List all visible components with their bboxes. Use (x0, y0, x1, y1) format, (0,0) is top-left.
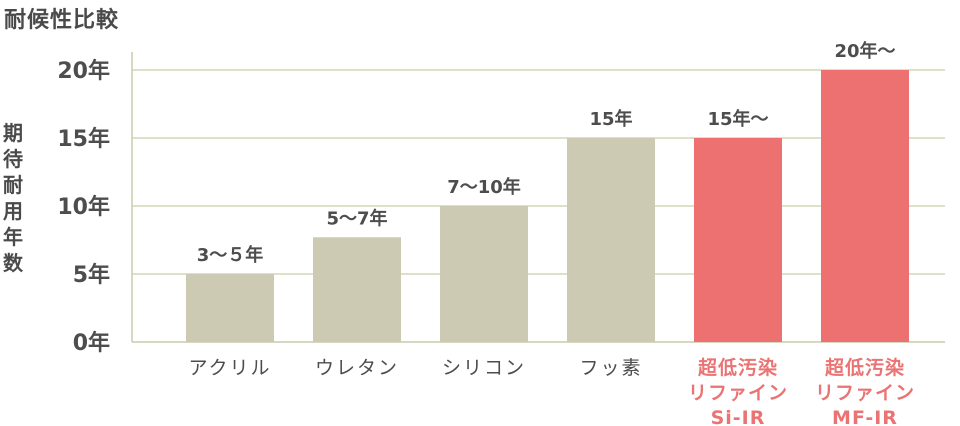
y-axis-label-char: 待 (3, 147, 23, 171)
y-axis-label-char: 期 (3, 121, 23, 145)
x-tick-label: 超低汚染 (697, 356, 778, 379)
bar (440, 206, 528, 342)
y-axis-label-char: 数 (3, 251, 23, 275)
x-tick-label: 超低汚染 (824, 356, 905, 379)
y-tick-label: 10年 (57, 194, 110, 220)
y-tick-label: 20年 (57, 58, 110, 84)
bar (694, 138, 782, 342)
y-tick-label: 0年 (73, 330, 110, 356)
data-label: 20年～ (834, 40, 895, 62)
chart-title: 耐候性比較 (4, 8, 120, 33)
x-tick-label: アクリル (188, 357, 271, 379)
y-tick-label: 15年 (57, 126, 110, 152)
y-tick-label: 5年 (73, 262, 110, 288)
y-axis-label: 期待耐用年数 (0, 120, 26, 276)
x-tick-label: Si-IR (711, 407, 766, 426)
y-axis-label-char: 年 (3, 225, 23, 249)
x-tick-label: リファイン (688, 382, 788, 404)
bar (567, 138, 655, 342)
y-axis-label-char: 用 (3, 199, 23, 223)
data-label: 5～7年 (326, 207, 387, 229)
data-label: 15年 (589, 108, 632, 130)
bar (313, 237, 401, 342)
data-label: 3～５年 (197, 244, 264, 266)
bar (186, 274, 274, 342)
data-label: 7～10年 (447, 176, 521, 198)
x-tick-label: ウレタン (315, 357, 399, 379)
x-tick-label: シリコン (442, 357, 526, 379)
x-tick-label: リファイン (815, 382, 915, 404)
bar (821, 70, 909, 342)
x-tick-label: フッ素 (579, 357, 642, 379)
x-tick-label: MF-IR (832, 407, 898, 426)
y-axis-label-char: 耐 (3, 173, 23, 197)
data-label: 15年～ (707, 108, 768, 130)
